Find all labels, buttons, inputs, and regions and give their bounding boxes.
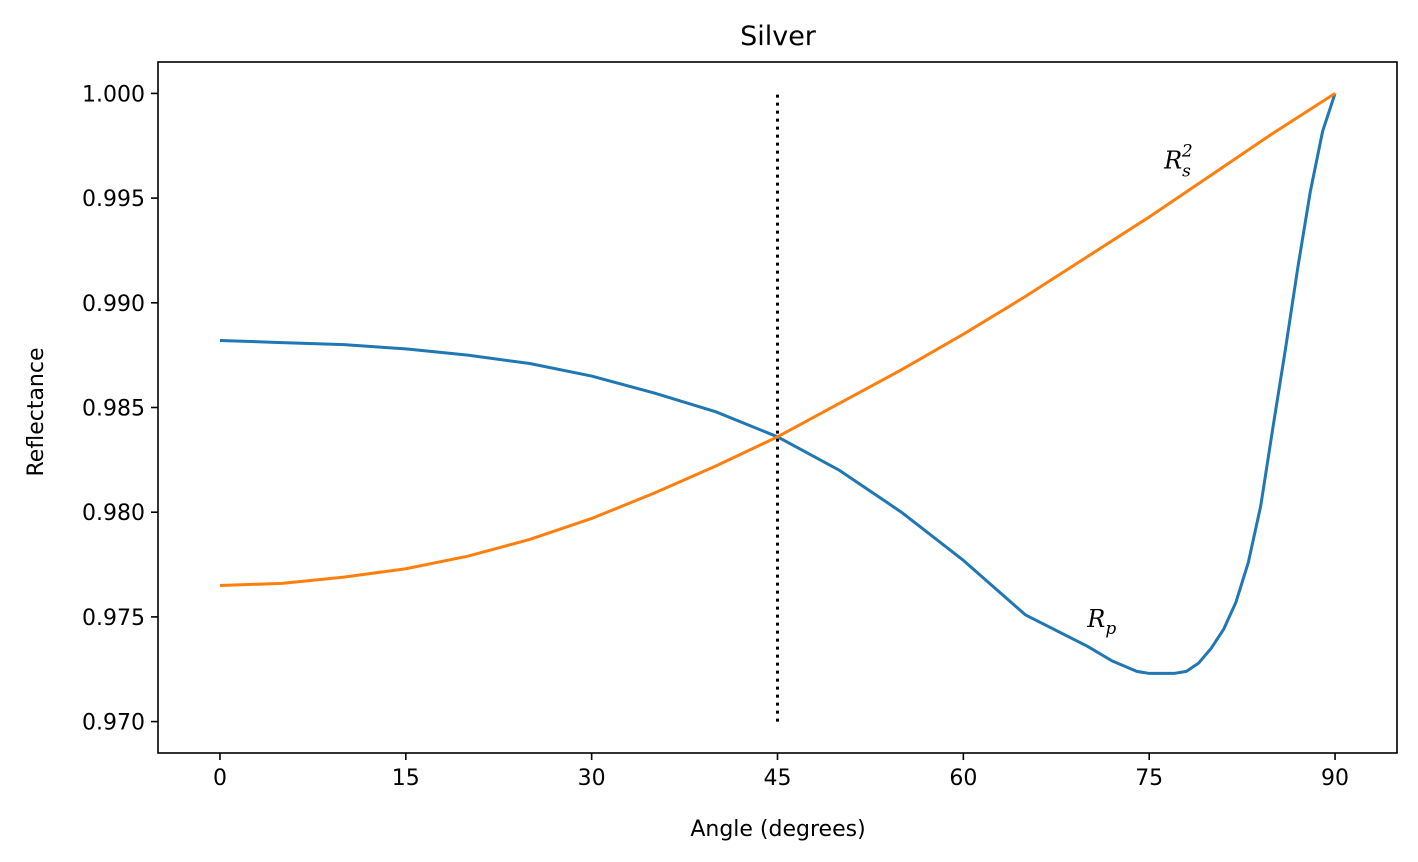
chart-title: Silver bbox=[740, 21, 817, 52]
x-tick-label: 60 bbox=[949, 766, 977, 791]
series-line-rp bbox=[219, 92, 1337, 675]
y-tick-label: 0.975 bbox=[82, 606, 145, 631]
plot-area: Rs2 Rp bbox=[219, 92, 1337, 722]
x-tick-label: 0 bbox=[213, 766, 227, 791]
y-tick-label: 0.980 bbox=[82, 501, 145, 526]
y-tick-label: 0.970 bbox=[82, 711, 145, 736]
y-tick-label: 0.990 bbox=[82, 292, 145, 317]
y-tick-label: 0.995 bbox=[82, 187, 145, 212]
x-tick-label: 30 bbox=[578, 766, 606, 791]
y-tick-label: 0.985 bbox=[82, 397, 145, 422]
x-tick-label: 15 bbox=[392, 766, 420, 791]
x-tick-label: 90 bbox=[1321, 766, 1349, 791]
axes: 0 15 30 45 60 75 90 0.970 0.975 0.980 0.985 0.990 0.… bbox=[82, 61, 1398, 791]
y-tick-label: 1.000 bbox=[82, 82, 145, 107]
x-axis-label: Angle (degrees) bbox=[690, 817, 865, 842]
x-tick-label: 75 bbox=[1135, 766, 1163, 791]
annotation-Rs: Rs2 bbox=[1163, 141, 1193, 181]
y-axis-label: Reflectance bbox=[24, 347, 49, 476]
series-line-rs2 bbox=[219, 92, 1336, 587]
x-tick-label: 45 bbox=[764, 766, 792, 791]
annotation-Rp: Rp bbox=[1086, 605, 1116, 639]
